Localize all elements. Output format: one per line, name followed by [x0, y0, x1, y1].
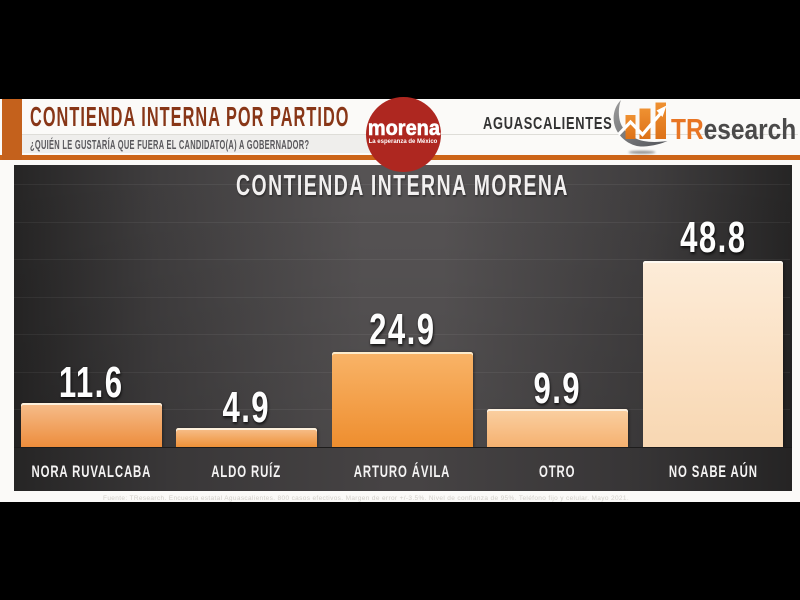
svg-text:TResearch: TResearch	[671, 113, 796, 145]
